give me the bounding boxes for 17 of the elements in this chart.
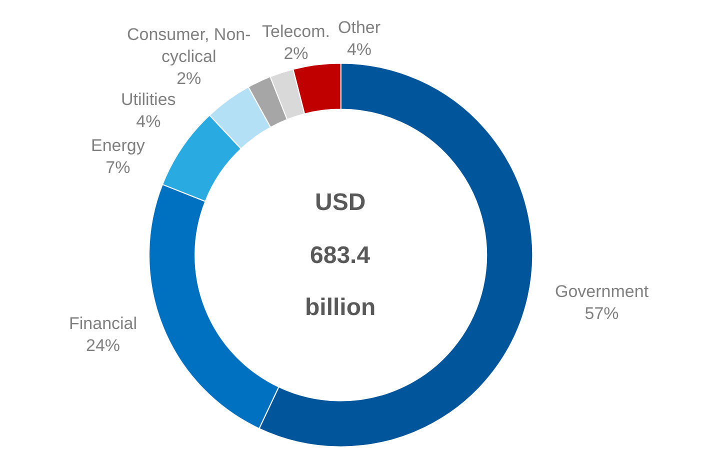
slice-label: Energy: [91, 136, 146, 155]
data-label: 24%: [86, 336, 120, 356]
data-label: 57%: [584, 304, 619, 324]
data-label: 7%: [106, 158, 130, 178]
text: USD: [315, 189, 366, 216]
data-label: 2%: [176, 69, 202, 88]
data-label: 4%: [346, 40, 372, 60]
text: billion: [305, 294, 376, 321]
slice-label: Telecom.: [262, 22, 330, 41]
slice-label: Other: [338, 18, 381, 37]
slice-label: Consumer, Non-cyclical: [127, 25, 251, 66]
slice-label: Utilities: [121, 90, 176, 109]
slice-label: Government: [555, 282, 649, 301]
text: 683.4: [310, 242, 371, 269]
slice-label: Financial: [69, 314, 138, 333]
data-label: 4%: [136, 112, 161, 132]
data-label: 2%: [284, 44, 308, 64]
